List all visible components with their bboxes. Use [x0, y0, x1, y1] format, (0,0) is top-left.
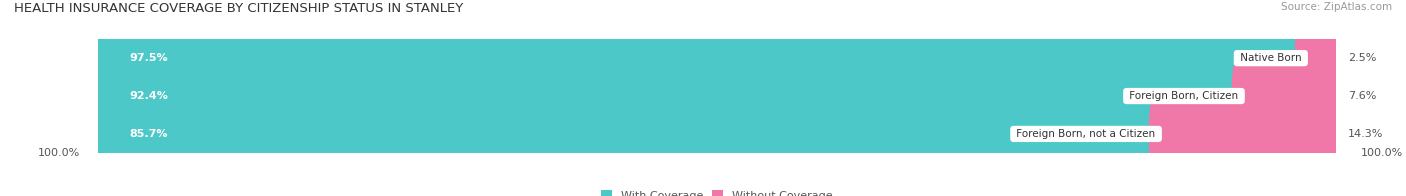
Legend: With Coverage, Without Coverage: With Coverage, Without Coverage	[602, 190, 832, 196]
Text: 100.0%: 100.0%	[38, 148, 80, 158]
FancyBboxPatch shape	[1295, 18, 1346, 98]
FancyBboxPatch shape	[89, 56, 1251, 136]
FancyBboxPatch shape	[89, 56, 1346, 136]
Text: HEALTH INSURANCE COVERAGE BY CITIZENSHIP STATUS IN STANLEY: HEALTH INSURANCE COVERAGE BY CITIZENSHIP…	[14, 2, 464, 15]
Text: 85.7%: 85.7%	[129, 129, 167, 139]
FancyBboxPatch shape	[89, 18, 1315, 98]
Text: Foreign Born, Citizen: Foreign Born, Citizen	[1126, 91, 1241, 101]
FancyBboxPatch shape	[89, 94, 1168, 174]
Text: 100.0%: 100.0%	[1361, 148, 1403, 158]
Text: Native Born: Native Born	[1237, 53, 1305, 63]
Text: Foreign Born, not a Citizen: Foreign Born, not a Citizen	[1014, 129, 1159, 139]
Text: 14.3%: 14.3%	[1348, 129, 1384, 139]
FancyBboxPatch shape	[89, 94, 1346, 174]
FancyBboxPatch shape	[1232, 56, 1346, 136]
Text: 97.5%: 97.5%	[129, 53, 167, 63]
Text: Source: ZipAtlas.com: Source: ZipAtlas.com	[1281, 2, 1392, 12]
Text: 7.6%: 7.6%	[1348, 91, 1376, 101]
Text: 92.4%: 92.4%	[129, 91, 169, 101]
FancyBboxPatch shape	[1149, 94, 1346, 174]
Text: 2.5%: 2.5%	[1348, 53, 1376, 63]
FancyBboxPatch shape	[89, 18, 1346, 98]
